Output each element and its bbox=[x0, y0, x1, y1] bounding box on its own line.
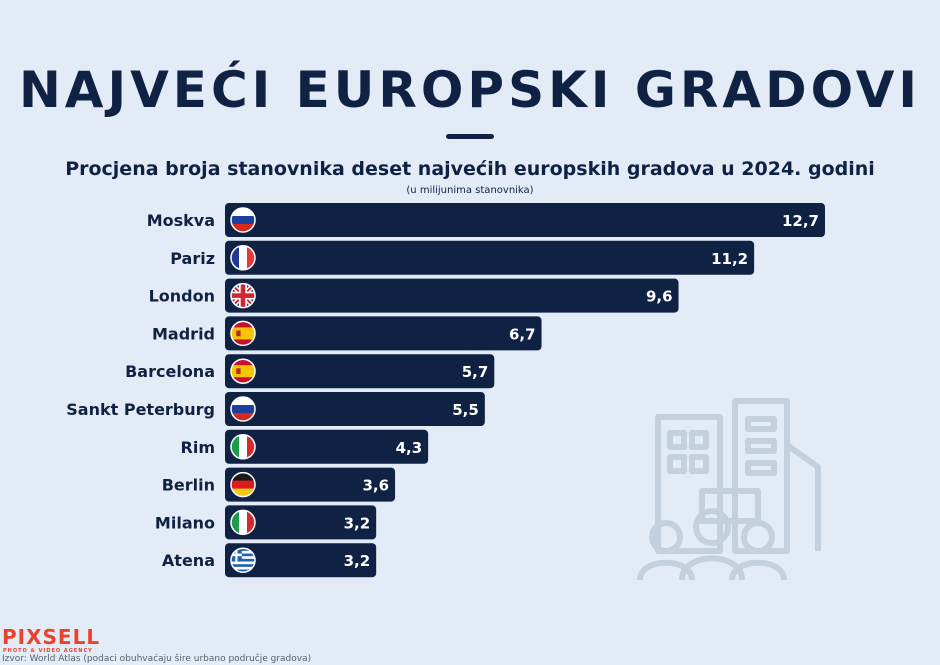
uk-flag-icon bbox=[230, 282, 256, 309]
germany-flag-icon bbox=[230, 471, 256, 498]
category-label: Milano bbox=[155, 513, 215, 532]
value-label: 3,2 bbox=[344, 552, 371, 570]
russia-flag-icon bbox=[230, 207, 256, 233]
value-label: 4,3 bbox=[396, 439, 423, 457]
italy-flag-icon bbox=[230, 434, 256, 460]
category-label: Atena bbox=[162, 551, 215, 570]
category-label: Berlin bbox=[162, 476, 215, 495]
chart-subtitle: Procjena broja stanovnika deset najvećih… bbox=[65, 158, 875, 180]
page-title: NAJVEĆI EUROPSKI GRADOVI bbox=[18, 61, 922, 119]
bar-atena bbox=[225, 543, 377, 578]
category-label: Sankt Peterburg bbox=[66, 400, 215, 419]
unit-note: (u milijunima stanovnika) bbox=[406, 185, 534, 196]
bar-chart: Moskva 12,7 Pariz 11,2 London 9,6 Madrid 6,7 Bar… bbox=[66, 203, 825, 578]
bar-london bbox=[225, 278, 679, 313]
bar-barcelona bbox=[225, 354, 495, 389]
category-label: Moskva bbox=[147, 211, 215, 230]
spain-flag-icon bbox=[230, 320, 256, 347]
category-label: Barcelona bbox=[125, 362, 215, 381]
source-note: Izvor: World Atlas (podaci obuhvaćaju ši… bbox=[2, 654, 312, 664]
bar-milano bbox=[225, 505, 377, 540]
value-label: 9,6 bbox=[646, 288, 673, 306]
category-label: London bbox=[149, 287, 215, 306]
bar-sankt-peterburg bbox=[225, 392, 485, 426]
value-label: 3,2 bbox=[344, 514, 371, 532]
value-label: 11,2 bbox=[711, 250, 748, 268]
category-label: Rim bbox=[181, 438, 215, 457]
bar-moskva bbox=[225, 203, 825, 237]
italy-flag-icon bbox=[230, 509, 256, 536]
buildings-and-people-icon bbox=[637, 398, 821, 581]
bar-rim bbox=[225, 429, 429, 464]
pixsell-logo: PIXSELL bbox=[2, 625, 101, 649]
bar-madrid bbox=[225, 316, 542, 351]
title-divider bbox=[446, 134, 494, 139]
bar-berlin bbox=[225, 467, 396, 502]
russia-flag-icon bbox=[230, 396, 256, 422]
value-label: 12,7 bbox=[782, 212, 819, 230]
category-label: Madrid bbox=[152, 324, 215, 343]
category-label: Pariz bbox=[170, 249, 215, 268]
value-label: 3,6 bbox=[363, 477, 390, 495]
spain-flag-icon bbox=[230, 358, 256, 384]
greece-flag-icon bbox=[230, 547, 256, 573]
value-label: 6,7 bbox=[509, 325, 536, 343]
bar-pariz bbox=[225, 240, 755, 275]
value-label: 5,7 bbox=[462, 363, 489, 381]
value-label: 5,5 bbox=[452, 401, 479, 419]
france-flag-icon bbox=[230, 245, 256, 271]
pixsell-tagline: PHOTO & VIDEO AGENCY bbox=[3, 648, 93, 654]
